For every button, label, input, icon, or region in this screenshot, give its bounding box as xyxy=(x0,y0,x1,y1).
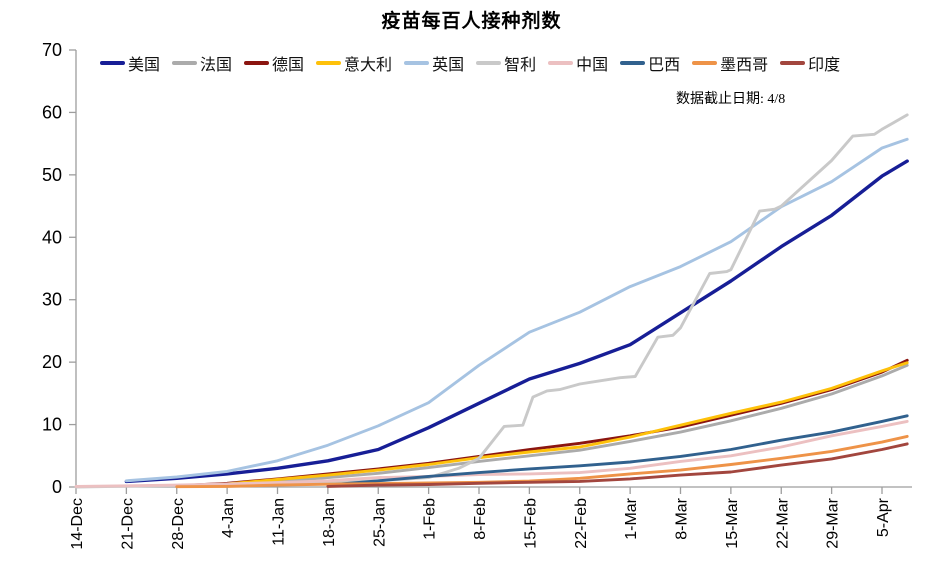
x-tick-label: 29-Mar xyxy=(825,497,842,548)
y-tick-label: 10 xyxy=(42,415,62,435)
legend-swatch xyxy=(620,61,646,65)
legend-label: 意大利 xyxy=(344,57,393,74)
x-tick-label: 25-Jan xyxy=(371,498,388,547)
y-tick-label: 0 xyxy=(52,477,62,497)
x-tick-label: 8-Feb xyxy=(472,498,489,540)
legend-label: 印度 xyxy=(808,57,841,74)
legend-item-意大利: 意大利 xyxy=(316,51,392,75)
legend-label: 巴西 xyxy=(648,57,681,74)
legend-item-法国: 法国 xyxy=(172,51,232,75)
x-tick-label: 1-Mar xyxy=(623,497,640,539)
legend-swatch xyxy=(172,61,198,65)
legend-label: 德国 xyxy=(272,57,305,74)
legend-item-墨西哥: 墨西哥 xyxy=(692,51,768,75)
y-tick-label: 50 xyxy=(42,165,62,185)
legend-swatch xyxy=(780,61,806,65)
chart-title: 疫苗每百人接种剂数 xyxy=(381,11,562,32)
legend-label: 美国 xyxy=(128,57,161,74)
series-line-英国 xyxy=(124,137,909,483)
series-line-意大利 xyxy=(175,361,909,488)
legend-label: 墨西哥 xyxy=(720,57,769,74)
legend-swatch xyxy=(692,61,718,65)
legend-swatch xyxy=(244,61,270,65)
series-line-墨西哥 xyxy=(175,434,909,489)
legend: 美国 法国 德国 意大利 英国 智利 中国 巴西 墨西哥 印度 xyxy=(100,51,840,75)
y-tick-label: 30 xyxy=(42,290,62,310)
x-tick-label: 22-Mar xyxy=(774,497,791,548)
x-tick-label: 1-Feb xyxy=(422,498,439,540)
series-line-美国 xyxy=(124,159,909,484)
legend-swatch xyxy=(404,61,430,65)
legend-item-美国: 美国 xyxy=(100,51,160,75)
series-line-中国 xyxy=(74,419,909,488)
y-tick-label: 20 xyxy=(42,352,62,372)
x-tick-label: 22-Feb xyxy=(573,498,590,549)
x-tick-label: 28-Dec xyxy=(170,498,187,550)
legend-swatch xyxy=(100,61,125,65)
data-cutoff-note: 数据截止日期: 4/8 xyxy=(676,92,786,107)
x-tick-label: 15-Mar xyxy=(724,497,741,548)
series-line-印度 xyxy=(326,442,909,488)
legend-label: 法国 xyxy=(200,57,233,74)
series-line-智利 xyxy=(74,113,909,489)
legend-swatch xyxy=(476,61,502,65)
x-tick-label: 4-Jan xyxy=(220,498,237,538)
legend-item-英国: 英国 xyxy=(404,51,464,75)
series-line-法国 xyxy=(175,363,909,488)
legend-label: 英国 xyxy=(432,57,465,74)
x-tick-label: 5-Apr xyxy=(875,497,892,537)
y-tick-label: 40 xyxy=(42,227,62,247)
legend-item-智利: 智利 xyxy=(476,51,536,75)
x-tick-label: 14-Dec xyxy=(69,498,86,550)
legend-item-德国: 德国 xyxy=(244,51,304,75)
x-tick-label: 11-Jan xyxy=(271,498,288,546)
legend-swatch xyxy=(548,61,574,65)
x-tick-label: 21-Dec xyxy=(119,498,136,550)
x-tick-label: 18-Jan xyxy=(321,498,338,547)
legend-label: 智利 xyxy=(504,57,537,74)
series-line-巴西 xyxy=(326,414,909,487)
x-tick-label: 15-Feb xyxy=(522,498,539,549)
x-tick-label: 8-Mar xyxy=(674,497,691,539)
legend-item-巴西: 巴西 xyxy=(620,51,680,75)
y-tick-label: 60 xyxy=(42,102,62,122)
legend-item-印度: 印度 xyxy=(780,51,840,75)
legend-label: 中国 xyxy=(576,57,609,74)
y-tick-label: 70 xyxy=(42,40,62,60)
legend-swatch xyxy=(316,61,342,65)
legend-item-中国: 中国 xyxy=(548,51,608,75)
